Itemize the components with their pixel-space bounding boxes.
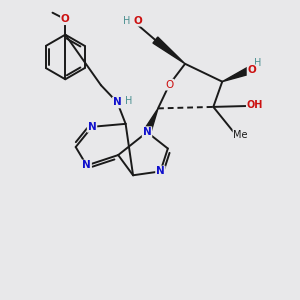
- Text: OH: OH: [247, 100, 263, 110]
- Text: H: H: [125, 96, 132, 106]
- Text: O: O: [165, 80, 173, 90]
- Text: N: N: [82, 160, 91, 170]
- Text: N: N: [88, 122, 96, 132]
- Text: N: N: [156, 167, 165, 176]
- Polygon shape: [153, 37, 185, 64]
- Text: N: N: [143, 127, 152, 137]
- Text: O: O: [248, 65, 256, 75]
- Polygon shape: [143, 108, 158, 134]
- Text: Me: Me: [233, 130, 248, 140]
- Text: N: N: [113, 98, 122, 107]
- Text: H: H: [254, 58, 261, 68]
- Text: H: H: [123, 16, 131, 26]
- Polygon shape: [222, 66, 253, 82]
- Text: O: O: [134, 16, 142, 26]
- Text: O: O: [61, 14, 70, 24]
